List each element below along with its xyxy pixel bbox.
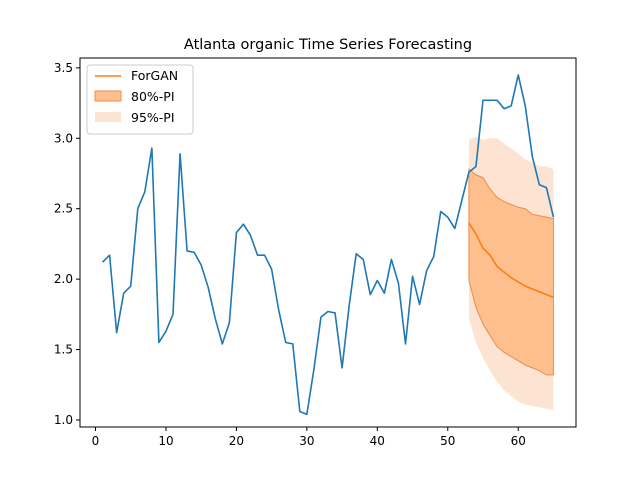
pi80-band (468, 168, 554, 376)
legend-pi95-swatch (95, 112, 121, 122)
plot-area (101, 74, 555, 416)
y-tick-label: 2.5 (54, 202, 73, 216)
actual-series-line (101, 74, 555, 416)
forgan-forecast-line (468, 222, 554, 299)
chart-title: Atlanta organic Time Series Forecasting (184, 37, 472, 53)
x-tick-label: 20 (229, 434, 244, 448)
legend: ForGAN 80%-PI 95%-PI (86, 64, 194, 135)
x-tick-label: 40 (370, 434, 385, 448)
axes: 0 10 20 30 40 50 60 1.0 1.5 2.0 2.5 3.0 3.5 (54, 57, 577, 448)
y-tick-label: 1.5 (54, 343, 73, 357)
y-tick-label: 3.0 (54, 131, 73, 145)
x-tick-label: 60 (511, 434, 526, 448)
x-tick-label: 0 (92, 434, 100, 448)
legend-pi80-swatch (94, 90, 122, 102)
axes-frame (79, 57, 577, 428)
legend-label: 95%-PI (131, 110, 175, 125)
legend-label: ForGAN (131, 68, 178, 83)
x-tick-label: 50 (440, 434, 455, 448)
legend-label: 80%-PI (131, 89, 175, 104)
x-tick-label: 30 (299, 434, 314, 448)
y-tick-label: 3.5 (54, 61, 73, 75)
x-tick-label: 10 (158, 434, 173, 448)
y-tick-label: 2.0 (54, 272, 73, 286)
y-tick-label: 1.0 (54, 413, 73, 427)
